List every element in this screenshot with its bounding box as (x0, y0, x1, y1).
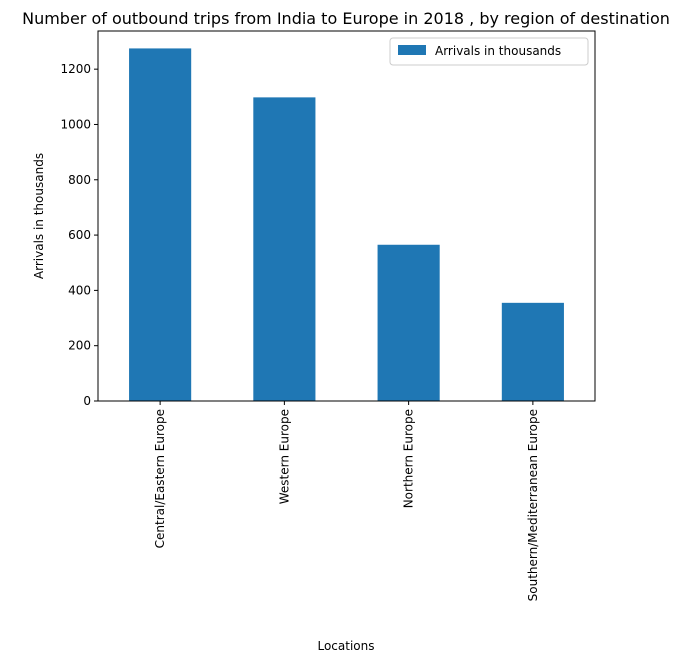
x-tick-label: Southern/Mediterranean Europe (526, 409, 540, 601)
bar (253, 97, 316, 402)
bar (501, 302, 564, 401)
legend-label: Arrivals in thousands (435, 44, 561, 58)
bar (377, 244, 440, 401)
y-axis-title: Arrivals in thousands (32, 153, 46, 279)
chart-title: Number of outbound trips from India to E… (22, 9, 670, 28)
plot-area (97, 30, 596, 402)
y-tick-label: 800 (68, 173, 91, 187)
y-tick-label: 0 (83, 394, 91, 408)
bar (129, 48, 192, 402)
legend-box (389, 37, 589, 66)
y-tick-label: 200 (68, 339, 91, 353)
y-tick-label: 1200 (60, 62, 91, 76)
bars (129, 48, 564, 402)
legend-swatch (398, 45, 426, 55)
y-tick-label: 600 (68, 228, 91, 242)
legend: Arrivals in thousands (389, 37, 589, 66)
x-axis-title: Locations (317, 639, 374, 653)
y-tick-label: 400 (68, 283, 91, 297)
x-axis: Central/Eastern Europe Western Europe Nort… (153, 401, 540, 601)
x-tick-label: Western Europe (277, 409, 291, 504)
x-tick-label: Northern Europe (402, 409, 416, 508)
y-axis: 0 200 400 600 800 1000 1200 (60, 62, 98, 408)
plot-frame (97, 30, 596, 402)
y-tick-label: 1000 (60, 117, 91, 131)
x-tick-label: Central/Eastern Europe (153, 409, 167, 548)
